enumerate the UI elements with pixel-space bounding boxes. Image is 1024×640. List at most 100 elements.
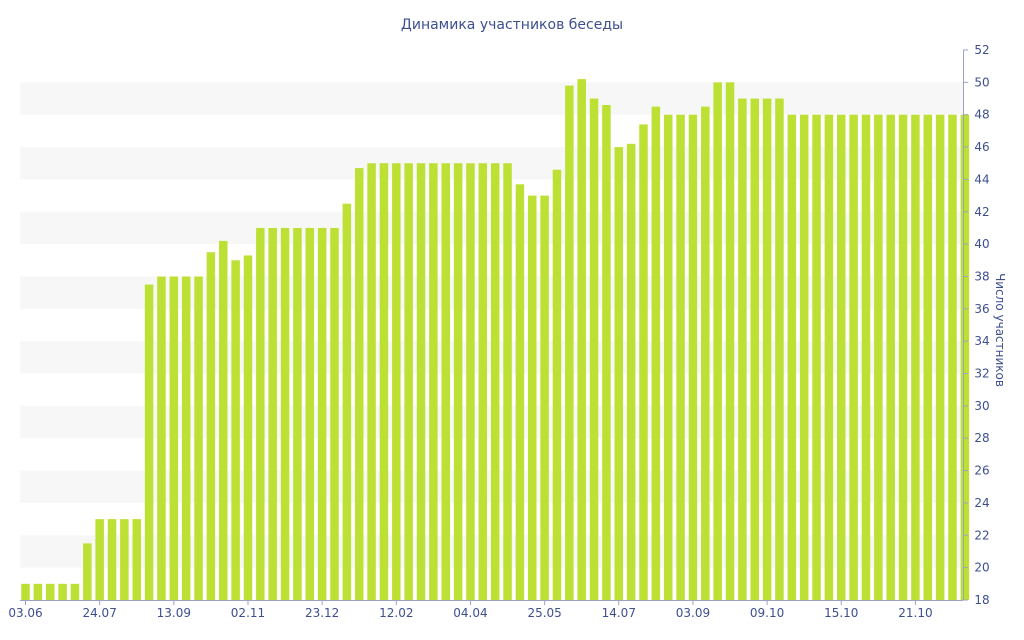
bar xyxy=(602,105,611,600)
bar xyxy=(379,163,389,601)
x-ticks: 03.06 24.07 13.09 02.11 23.12 12.02 04.04 25.05… xyxy=(8,600,933,620)
bar xyxy=(219,240,228,600)
bar xyxy=(713,82,722,601)
bar xyxy=(416,163,426,601)
bar xyxy=(453,163,463,601)
x-tick-label: 13.09 xyxy=(157,606,191,620)
x-tick-label: 14.07 xyxy=(602,606,636,620)
bar xyxy=(701,106,710,601)
bar xyxy=(21,583,30,600)
bar xyxy=(194,276,203,600)
bar xyxy=(206,252,216,600)
y-tick-label: 44 xyxy=(974,172,989,186)
bar xyxy=(787,114,797,601)
x-tick-label: 02.11 xyxy=(231,606,265,620)
x-tick-label: 15.10 xyxy=(824,606,858,620)
y-tick-label: 32 xyxy=(974,367,989,381)
bar xyxy=(738,98,747,600)
grid-band xyxy=(20,82,963,115)
bar xyxy=(663,114,673,601)
bar xyxy=(441,163,450,601)
bar xyxy=(812,114,821,601)
x-tick-label: 04.04 xyxy=(453,606,487,620)
y-tick-label: 34 xyxy=(974,334,989,348)
bar xyxy=(83,543,92,600)
y-tick-label: 20 xyxy=(974,561,989,575)
bar xyxy=(874,114,883,601)
bar xyxy=(911,114,920,601)
y-tick-label: 48 xyxy=(974,108,989,122)
bar xyxy=(132,519,141,600)
bar xyxy=(552,169,562,600)
bar xyxy=(676,114,685,601)
bar xyxy=(95,519,104,600)
x-tick-label: 24.07 xyxy=(82,606,116,620)
bar xyxy=(342,203,352,600)
bar xyxy=(120,519,129,600)
y-tick-label: 24 xyxy=(974,496,989,510)
y-tick-label: 38 xyxy=(974,269,989,283)
bar xyxy=(144,284,154,600)
y-tick-label: 52 xyxy=(974,43,989,57)
bar xyxy=(923,114,933,601)
y-tick-label: 22 xyxy=(974,528,989,542)
bar xyxy=(317,227,327,600)
bar xyxy=(280,227,290,600)
x-tick-label: 21.10 xyxy=(898,606,932,620)
bar xyxy=(762,98,772,600)
bar xyxy=(725,82,735,601)
bar xyxy=(565,85,574,601)
bar xyxy=(367,163,376,601)
bar xyxy=(243,255,253,600)
y-ticks: 18 20 22 24 26 28 30 32 34 36 38 40 42 44 46 48 50 52 xyxy=(963,43,990,607)
bar xyxy=(898,114,908,601)
bar xyxy=(45,583,55,600)
bar xyxy=(948,114,957,601)
bar xyxy=(466,163,475,601)
bar xyxy=(404,163,413,601)
bar xyxy=(58,583,67,600)
y-tick-label: 30 xyxy=(974,399,989,413)
y-tick-label: 18 xyxy=(974,593,989,607)
bar xyxy=(169,276,179,600)
bar xyxy=(861,114,871,601)
bar xyxy=(577,79,586,601)
x-tick-label: 25.05 xyxy=(527,606,561,620)
bars xyxy=(21,79,970,601)
x-tick-label: 03.06 xyxy=(8,606,42,620)
x-tick-label: 23.12 xyxy=(305,606,339,620)
bar xyxy=(886,114,895,601)
y-tick-label: 36 xyxy=(974,302,989,316)
y-tick-label: 26 xyxy=(974,464,989,478)
bar xyxy=(490,163,500,601)
bar xyxy=(626,143,636,600)
bar xyxy=(960,114,970,601)
bar xyxy=(429,163,438,601)
y-tick-label: 40 xyxy=(974,237,989,251)
y-tick-label: 42 xyxy=(974,205,989,219)
bar xyxy=(799,114,809,601)
bar xyxy=(837,114,846,601)
x-tick-label: 12.02 xyxy=(379,606,413,620)
bar xyxy=(824,114,834,601)
x-tick-label: 09.10 xyxy=(750,606,784,620)
bar xyxy=(231,260,240,600)
bar xyxy=(639,124,648,600)
bar xyxy=(256,227,265,600)
bar xyxy=(688,114,698,601)
bar xyxy=(503,163,512,601)
x-tick-label: 03.09 xyxy=(676,606,710,620)
bar xyxy=(935,114,945,601)
bar xyxy=(107,519,117,600)
bar xyxy=(392,163,401,601)
bar xyxy=(157,276,166,600)
y-tick-label: 46 xyxy=(974,140,989,154)
bar xyxy=(849,114,858,601)
bar xyxy=(515,184,525,600)
bar xyxy=(305,227,315,600)
bar xyxy=(540,195,549,600)
bar xyxy=(293,227,302,600)
chart-title: Динамика участников беседы xyxy=(401,17,623,33)
bar xyxy=(33,583,43,600)
